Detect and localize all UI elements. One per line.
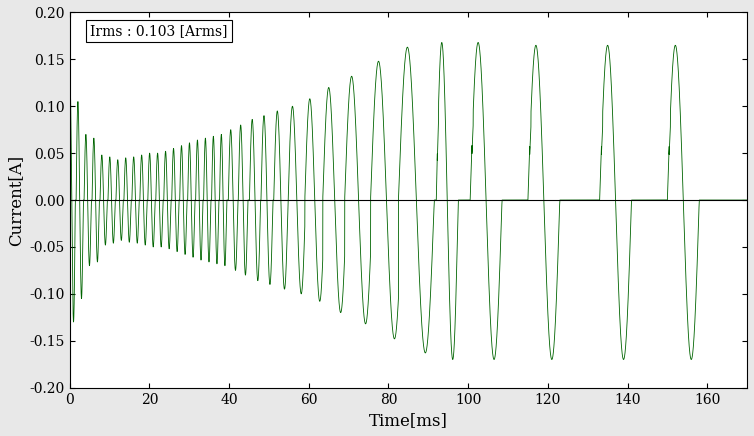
Text: Irms : 0.103 [Arms]: Irms : 0.103 [Arms]: [90, 24, 228, 37]
X-axis label: Time[ms]: Time[ms]: [369, 412, 448, 429]
Y-axis label: Current[A]: Current[A]: [7, 154, 24, 245]
